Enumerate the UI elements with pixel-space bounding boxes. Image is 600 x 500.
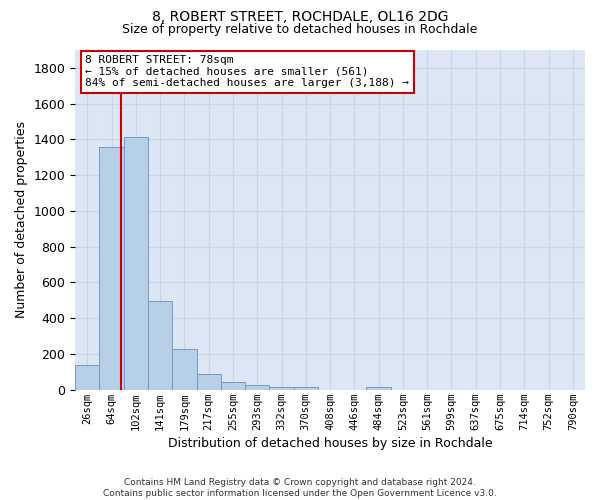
Bar <box>75 364 100 390</box>
Y-axis label: Number of detached properties: Number of detached properties <box>15 122 28 318</box>
Bar <box>197 374 221 390</box>
Bar <box>269 386 293 390</box>
X-axis label: Distribution of detached houses by size in Rochdale: Distribution of detached houses by size … <box>168 437 493 450</box>
Text: 8 ROBERT STREET: 78sqm
← 15% of detached houses are smaller (561)
84% of semi-de: 8 ROBERT STREET: 78sqm ← 15% of detached… <box>85 55 409 88</box>
Bar <box>100 148 124 390</box>
Text: Contains HM Land Registry data © Crown copyright and database right 2024.
Contai: Contains HM Land Registry data © Crown c… <box>103 478 497 498</box>
Text: Size of property relative to detached houses in Rochdale: Size of property relative to detached ho… <box>122 22 478 36</box>
Bar <box>221 382 245 390</box>
Bar <box>293 387 318 390</box>
Bar <box>367 386 391 390</box>
Bar <box>245 386 269 390</box>
Bar <box>172 348 197 390</box>
Bar <box>148 302 172 390</box>
Text: 8, ROBERT STREET, ROCHDALE, OL16 2DG: 8, ROBERT STREET, ROCHDALE, OL16 2DG <box>152 10 448 24</box>
Bar <box>124 136 148 390</box>
